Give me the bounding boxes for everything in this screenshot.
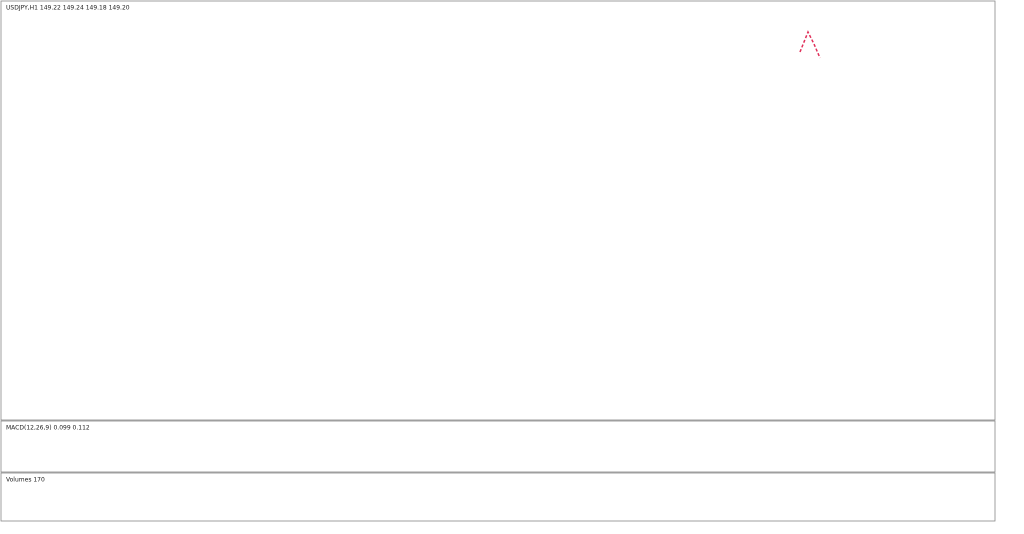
volume-title: Volumes 170 <box>6 477 45 484</box>
macd-panel <box>0 420 996 473</box>
macd-title: MACD(12,26,9) 0.099 0.112 <box>6 425 90 432</box>
price-panel <box>0 0 996 421</box>
forecast-path <box>799 30 821 59</box>
chart-title: USDJPY,H1 149.22 149.24 149.18 149.20 <box>6 5 130 12</box>
volume-panel <box>0 472 996 522</box>
